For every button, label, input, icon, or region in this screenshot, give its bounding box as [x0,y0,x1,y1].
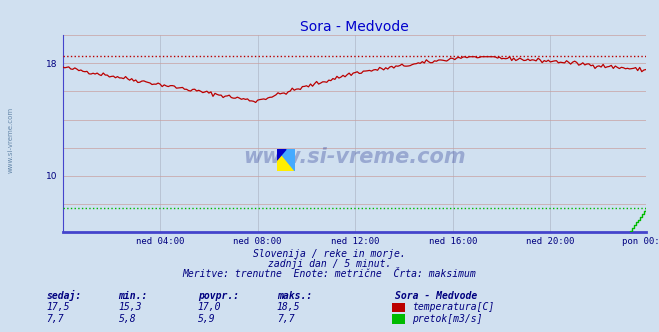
Text: www.si-vreme.com: www.si-vreme.com [8,106,14,173]
Text: Sora - Medvode: Sora - Medvode [395,291,478,301]
Text: www.si-vreme.com: www.si-vreme.com [243,147,465,167]
Text: povpr.:: povpr.: [198,291,239,301]
Text: 5,9: 5,9 [198,314,215,324]
Text: 17,5: 17,5 [46,302,70,312]
Polygon shape [277,149,295,171]
Text: sedaj:: sedaj: [46,290,81,301]
Text: zadnji dan / 5 minut.: zadnji dan / 5 minut. [268,259,391,269]
Text: 15,3: 15,3 [119,302,142,312]
Text: temperatura[C]: temperatura[C] [412,302,494,312]
Text: pretok[m3/s]: pretok[m3/s] [412,314,482,324]
Polygon shape [277,149,286,160]
Text: min.:: min.: [119,291,148,301]
Text: 5,8: 5,8 [119,314,136,324]
Text: maks.:: maks.: [277,291,312,301]
Text: 7,7: 7,7 [46,314,64,324]
Text: Meritve: trenutne  Enote: metrične  Črta: maksimum: Meritve: trenutne Enote: metrične Črta: … [183,269,476,279]
Text: 7,7: 7,7 [277,314,295,324]
Polygon shape [277,149,295,171]
Text: 18,5: 18,5 [277,302,301,312]
Text: Slovenija / reke in morje.: Slovenija / reke in morje. [253,249,406,259]
Text: 17,0: 17,0 [198,302,221,312]
Title: Sora - Medvode: Sora - Medvode [300,20,409,34]
